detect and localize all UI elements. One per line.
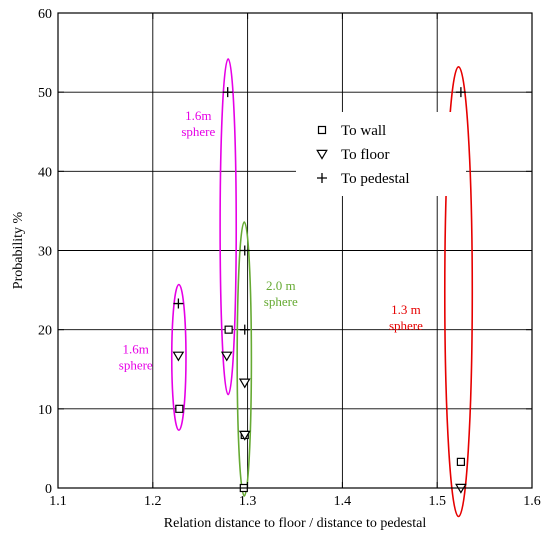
data-point	[224, 325, 233, 334]
data-point	[239, 324, 250, 335]
ellipse-label: 1.6m	[123, 341, 149, 356]
y-tick-label: 0	[45, 482, 52, 497]
x-tick-label: 1.4	[334, 494, 352, 509]
data-markers	[172, 87, 467, 494]
data-point	[220, 351, 233, 362]
x-tick-label: 1.6	[523, 494, 541, 509]
axis-ticks: 1.1 1.2 1.3 1.4 1.5 1.6 0 10 20 30 40 50 60	[38, 7, 541, 509]
data-point	[173, 298, 184, 309]
y-tick-label: 40	[38, 165, 52, 180]
ellipse-label: sphere	[389, 318, 423, 333]
legend-label: To wall	[341, 123, 386, 139]
data-point	[456, 457, 465, 466]
ellipse-label: 1.6m	[185, 108, 211, 123]
data-point	[238, 430, 251, 441]
y-tick-label: 20	[38, 324, 52, 339]
x-tick-label: 1.3	[239, 494, 257, 509]
ellipse-label: sphere	[264, 294, 298, 309]
legend-label: To floor	[341, 147, 390, 163]
x-axis-label: Relation distance to floor / distance to…	[164, 516, 427, 531]
sphere-ellipse	[170, 283, 187, 432]
y-tick-label: 60	[38, 7, 52, 22]
y-tick-label: 50	[38, 86, 52, 101]
legend-marker	[317, 173, 327, 183]
x-tick-label: 1.2	[144, 494, 162, 509]
legend: To wall To floor To pedestal	[296, 112, 466, 196]
ellipse-label: sphere	[119, 357, 153, 372]
ellipse-label: 1.3 m	[391, 302, 421, 317]
sphere-ellipses	[170, 58, 474, 518]
data-point	[222, 87, 233, 98]
y-tick-label: 30	[38, 245, 52, 260]
x-tick-label: 1.1	[49, 494, 67, 509]
ellipse-label: 2.0 m	[266, 278, 296, 293]
legend-marker	[316, 149, 328, 160]
sphere-ellipse	[236, 221, 253, 497]
x-tick-label: 1.5	[428, 494, 446, 509]
data-point	[239, 245, 250, 256]
y-axis-label: Probability %	[11, 211, 26, 289]
sphere-ellipse	[219, 58, 238, 396]
legend-marker	[317, 125, 327, 135]
data-point	[172, 351, 185, 362]
legend-label: To pedestal	[341, 171, 410, 187]
data-point	[455, 87, 466, 98]
sphere-ellipse	[443, 66, 474, 518]
y-tick-label: 10	[38, 403, 52, 418]
grid-lines	[58, 13, 532, 488]
ellipse-label: sphere	[181, 124, 215, 139]
data-point	[238, 378, 251, 389]
data-point	[175, 404, 184, 413]
